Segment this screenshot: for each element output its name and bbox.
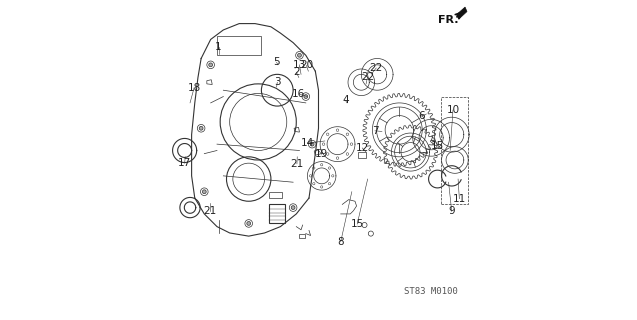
Bar	[299, 234, 304, 238]
Text: 13: 13	[293, 60, 306, 70]
Text: 9: 9	[448, 206, 455, 216]
Text: 4: 4	[342, 95, 349, 105]
Text: 16: 16	[292, 89, 306, 99]
Text: 8: 8	[338, 237, 344, 247]
Text: 6: 6	[419, 111, 425, 121]
Text: 7: 7	[371, 126, 378, 136]
Text: 12: 12	[355, 143, 369, 153]
Text: ST83 M0100: ST83 M0100	[404, 287, 458, 296]
Text: 21: 21	[290, 159, 304, 169]
Text: 19: 19	[315, 149, 328, 159]
Text: 17: 17	[178, 158, 191, 168]
Circle shape	[291, 206, 295, 210]
Text: 10: 10	[447, 105, 459, 115]
Text: 5: 5	[273, 57, 280, 67]
Circle shape	[297, 53, 301, 57]
Circle shape	[209, 63, 213, 67]
Circle shape	[310, 142, 314, 146]
Text: 21: 21	[203, 206, 217, 216]
Text: FR.: FR.	[438, 15, 458, 25]
Text: 22: 22	[369, 63, 383, 73]
Text: 1: 1	[215, 42, 222, 52]
Text: 15: 15	[350, 219, 364, 229]
Text: 3: 3	[274, 77, 280, 87]
Text: 22: 22	[361, 72, 375, 82]
Circle shape	[199, 126, 203, 130]
Text: 20: 20	[300, 60, 313, 70]
Circle shape	[247, 221, 250, 225]
Bar	[269, 204, 285, 223]
Polygon shape	[457, 7, 467, 19]
Text: 18: 18	[187, 83, 201, 93]
Text: 15: 15	[431, 141, 444, 151]
Bar	[269, 192, 282, 198]
Circle shape	[304, 95, 308, 99]
Bar	[314, 149, 322, 155]
Text: 11: 11	[453, 194, 466, 204]
Text: 14: 14	[301, 138, 314, 148]
Circle shape	[203, 190, 206, 194]
Bar	[358, 152, 366, 158]
Text: 2: 2	[293, 67, 299, 77]
